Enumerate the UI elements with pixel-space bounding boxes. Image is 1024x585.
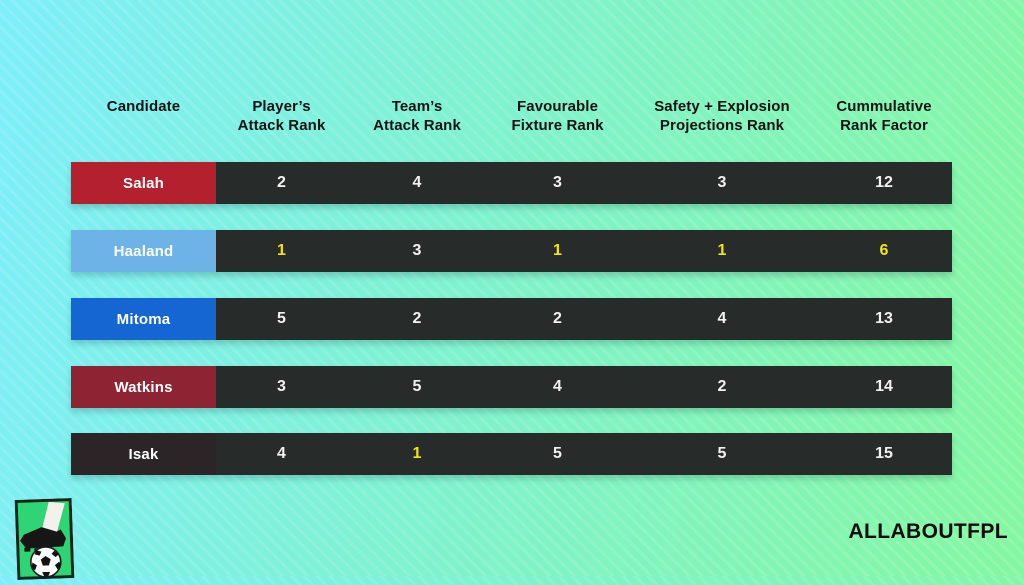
rank-value: 6	[879, 242, 889, 259]
rank-value: 2	[412, 310, 422, 327]
table-row: Haaland 1 3 1 1 6	[71, 230, 952, 272]
rank-value: 13	[875, 310, 893, 327]
header-teams-attack-rank: Team’s Attack Rank	[373, 98, 461, 135]
rank-value: 5	[412, 378, 422, 395]
table-row: Salah 2 4 3 3 12	[71, 162, 952, 204]
rank-value: 4	[553, 378, 562, 395]
rank-value: 5	[553, 445, 562, 462]
header-cummulative-rank-factor: Cummulative Rank Factor	[836, 98, 932, 135]
rank-value: 3	[412, 242, 422, 259]
rank-value: 2	[277, 174, 286, 191]
candidate-cell: Isak	[71, 433, 216, 475]
candidate-cell: Mitoma	[71, 298, 216, 340]
rank-value: 4	[412, 174, 422, 191]
header-safety-explosion-rank: Safety + Explosion Projections Rank	[654, 98, 790, 135]
rank-value: 12	[875, 174, 893, 191]
rank-value: 3	[277, 378, 286, 395]
rank-value: 4	[717, 310, 727, 327]
rank-value: 1	[277, 242, 286, 259]
table-row: Mitoma 5 2 2 4 13	[71, 298, 952, 340]
rank-value: 4	[277, 445, 286, 462]
candidate-cell: Watkins	[71, 366, 216, 408]
table-row: Isak 4 1 5 5 15	[71, 433, 952, 475]
rank-value: 1	[553, 242, 562, 259]
rank-value: 5	[277, 310, 286, 327]
rank-value: 2	[553, 310, 562, 327]
table-row: Watkins 3 5 4 2 14	[71, 366, 952, 408]
rank-value: 15	[875, 445, 893, 462]
header-candidate: Candidate	[106, 98, 181, 115]
candidate-cell: Salah	[71, 162, 216, 204]
allaboutfpl-logo	[14, 498, 75, 580]
candidate-cell: Haaland	[71, 230, 216, 272]
watermark-allaboutfpl: ALLABOUTFPL	[848, 520, 1008, 543]
header-favourable-fixture-rank: Favourable Fixture Rank	[511, 98, 604, 135]
header-players-attack-rank: Player’s Attack Rank	[237, 98, 326, 135]
rank-value: 14	[875, 378, 893, 395]
rank-value: 5	[717, 445, 727, 462]
rank-value: 3	[717, 174, 727, 191]
rank-value: 1	[717, 242, 727, 259]
rank-value: 1	[412, 445, 422, 462]
football-boot-ball-icon	[14, 498, 75, 580]
rank-value: 2	[717, 378, 727, 395]
rank-value: 3	[553, 174, 562, 191]
table-header-row: Candidate Player’s Attack Rank Team’s At…	[71, 97, 952, 135]
